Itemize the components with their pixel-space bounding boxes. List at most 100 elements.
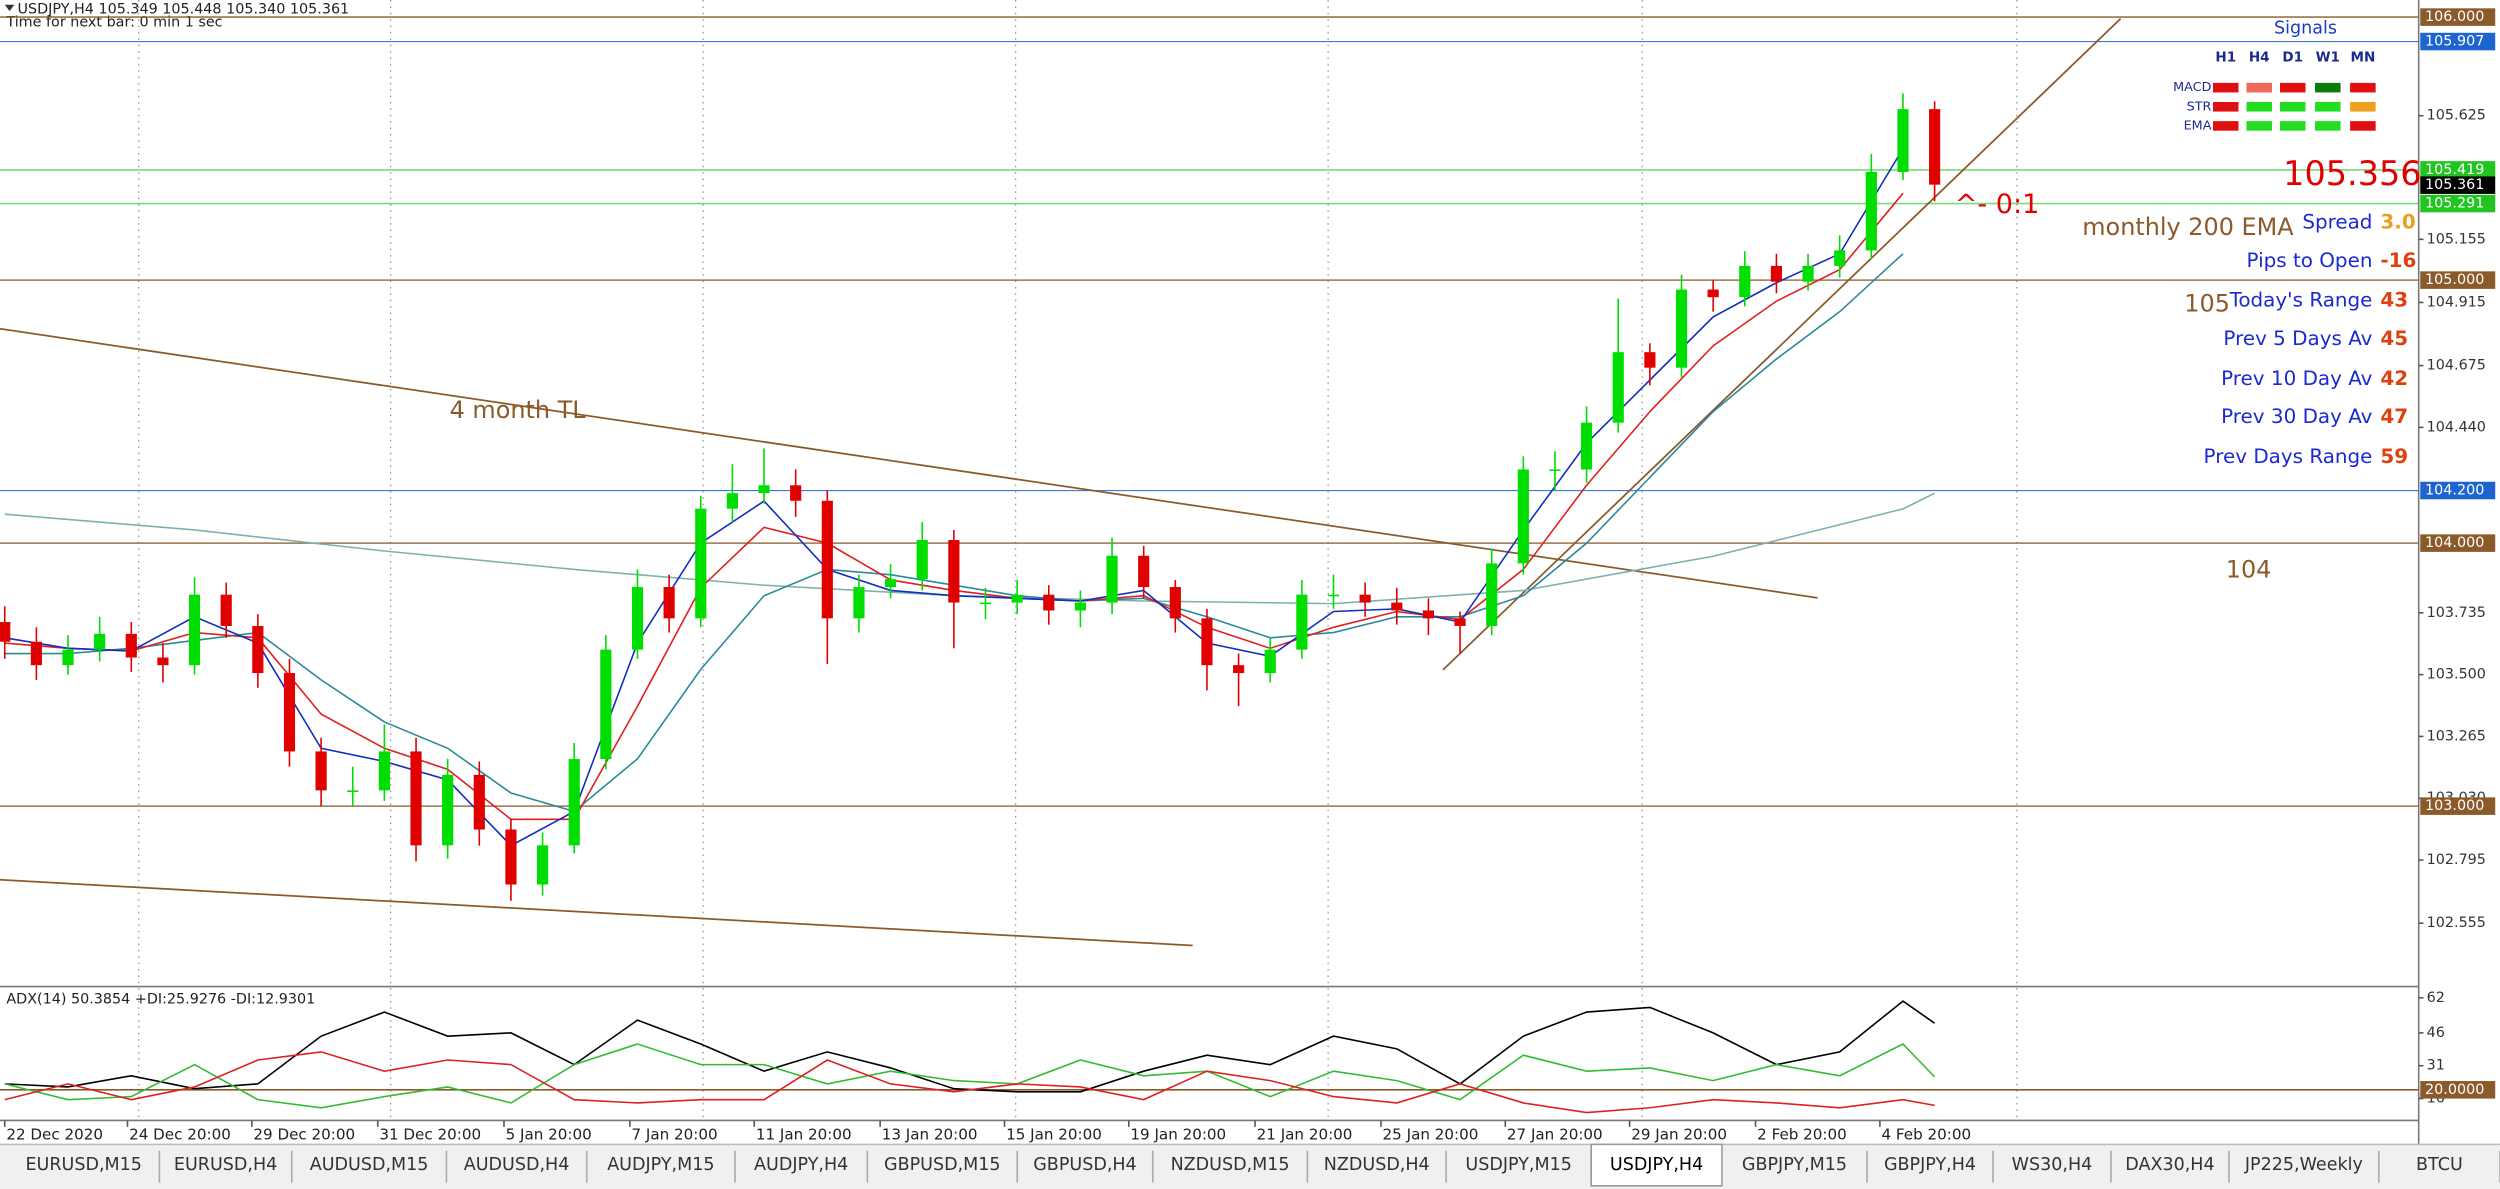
trendline xyxy=(0,327,1818,599)
signals-title: Signals xyxy=(2274,19,2337,39)
candle-body xyxy=(948,539,960,603)
tab[interactable]: NZDUSD,H4 xyxy=(1324,1155,1430,1175)
price-box-label: 105.291 xyxy=(2425,196,2484,212)
annotation: monthly 200 EMA xyxy=(2082,213,2294,241)
candle-body xyxy=(1486,563,1498,626)
tab-bar xyxy=(0,1144,2500,1189)
signal-cell xyxy=(2246,102,2273,112)
candle-body xyxy=(188,594,201,666)
x-tick-label: 29 Dec 20:00 xyxy=(253,1125,355,1143)
info-label: Spread xyxy=(2302,211,2372,234)
x-tick-label: 7 Jan 20:00 xyxy=(631,1125,717,1143)
price-box-label: 104.200 xyxy=(2425,483,2484,499)
candle-body xyxy=(979,602,992,605)
candle-body xyxy=(1675,289,1688,368)
x-tick-label: 27 Jan 20:00 xyxy=(1507,1125,1603,1143)
header-symbol: USDJPY,H4 105.349 105.448 105.340 105.36… xyxy=(18,2,350,18)
tab[interactable]: AUDUSD,M15 xyxy=(310,1155,429,1175)
candle-body xyxy=(410,751,422,846)
tab[interactable]: BTCU xyxy=(2416,1155,2463,1175)
candle-body xyxy=(1707,289,1719,298)
candle-body xyxy=(1138,555,1150,588)
price-box-label: 105.419 xyxy=(2425,162,2484,178)
candle-body xyxy=(1929,109,1941,185)
candle-body xyxy=(1327,594,1340,597)
candle-body xyxy=(631,587,644,650)
candle-body xyxy=(536,845,549,885)
tab[interactable]: AUDJPY,H4 xyxy=(754,1155,848,1175)
signal-cell xyxy=(2350,102,2376,112)
info-value: 47 xyxy=(2380,405,2408,428)
candle-body xyxy=(125,633,137,658)
tab[interactable]: USDJPY,H4 xyxy=(1610,1155,1703,1175)
tab[interactable]: GBPJPY,M15 xyxy=(1742,1155,1847,1175)
x-tick-label: 24 Dec 20:00 xyxy=(129,1125,231,1143)
x-tick-label: 22 Dec 2020 xyxy=(6,1125,103,1143)
signal-cell xyxy=(2279,82,2306,93)
signal-cell xyxy=(2279,121,2306,131)
candle-body xyxy=(1454,618,1466,626)
candle-body xyxy=(790,485,802,501)
tab[interactable]: GBPJPY,H4 xyxy=(1884,1155,1976,1175)
price-box xyxy=(2420,32,2496,51)
tab[interactable]: JP225,Weekly xyxy=(2244,1155,2363,1175)
x-tick-label: 21 Jan 20:00 xyxy=(1257,1125,1353,1143)
candle-body xyxy=(473,774,485,830)
tab[interactable]: USDJPY,M15 xyxy=(1465,1155,1571,1175)
info-label: Prev Days Range xyxy=(2204,445,2373,468)
info-label: Pips to Open xyxy=(2247,249,2373,272)
annotation: 4 month TL xyxy=(450,396,587,424)
signal-cell xyxy=(2315,82,2341,93)
annotation: ^- 0:1 xyxy=(1955,189,2040,220)
price-box-label: 105.361 xyxy=(2425,177,2484,193)
tab[interactable]: NZDUSD,M15 xyxy=(1171,1155,1290,1175)
candle-body xyxy=(442,774,454,846)
info-value: 45 xyxy=(2380,327,2408,350)
indicator-title: ADX(14) 50.3854 +DI:25.9276 -DI:12.9301 xyxy=(6,991,315,1007)
trendline xyxy=(0,878,1193,947)
signals-row-label: EMA xyxy=(2184,118,2212,133)
indicator-line xyxy=(4,1043,1936,1109)
level-box xyxy=(2420,1081,2496,1099)
candle-body xyxy=(1201,618,1213,666)
price-box-label: 105.000 xyxy=(2425,272,2484,288)
x-tick-label: 19 Jan 20:00 xyxy=(1130,1125,1226,1143)
indicator-line xyxy=(4,1051,1935,1114)
tab[interactable]: WS30,H4 xyxy=(2012,1155,2093,1175)
y-tick-label: 104.915 xyxy=(2427,294,2486,310)
candle-body xyxy=(1074,602,1086,611)
candle-body xyxy=(1043,594,1055,611)
tab[interactable]: GBPUSD,H4 xyxy=(1033,1155,1136,1175)
price-box-label: 106.000 xyxy=(2425,9,2484,25)
x-tick-label: 5 Jan 20:00 xyxy=(506,1125,592,1143)
candle-body xyxy=(1359,594,1371,603)
tab[interactable]: EURUSD,H4 xyxy=(174,1155,277,1175)
y-tick-label: 102.555 xyxy=(2427,915,2486,931)
candle-body xyxy=(1422,610,1434,619)
candle-body xyxy=(62,649,74,666)
info-value: 43 xyxy=(2380,289,2408,312)
candle-body xyxy=(726,493,738,509)
price-box xyxy=(2420,271,2496,289)
signal-cell xyxy=(2213,82,2239,93)
tab[interactable]: EURUSD,M15 xyxy=(25,1155,141,1175)
tab[interactable]: AUDUSD,H4 xyxy=(464,1155,570,1175)
candle-body xyxy=(1517,469,1529,564)
signal-cell xyxy=(2350,121,2376,131)
candle-body xyxy=(1770,265,1783,282)
tab[interactable]: GBPUSD,M15 xyxy=(884,1155,1001,1175)
candle-body xyxy=(1169,587,1181,619)
tab[interactable]: DAX30,H4 xyxy=(2125,1155,2214,1175)
signals-column: D1 xyxy=(2282,49,2303,65)
candle-body xyxy=(1549,469,1561,472)
candle-body xyxy=(1897,109,1909,173)
candle-body xyxy=(600,649,612,760)
signal-cell xyxy=(2213,121,2239,131)
info-label: Prev 10 Day Av xyxy=(2221,367,2373,390)
tab[interactable]: AUDJPY,M15 xyxy=(607,1155,714,1175)
info-label: Today's Range xyxy=(2229,289,2373,312)
candle-body xyxy=(347,790,359,792)
